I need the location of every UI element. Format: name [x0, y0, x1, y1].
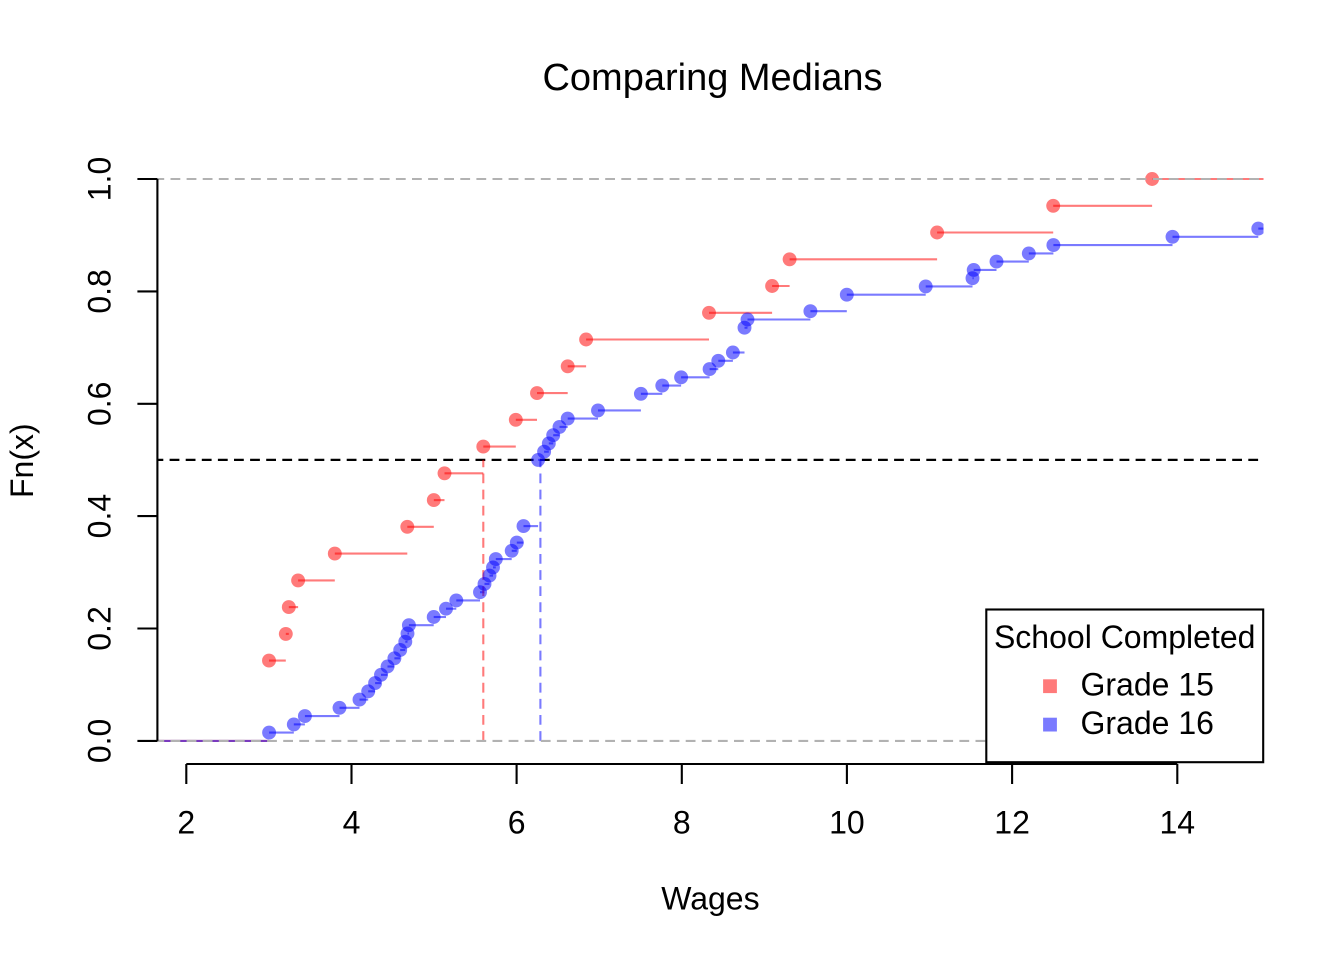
svg-text:4: 4	[343, 805, 361, 841]
svg-text:0.2: 0.2	[81, 606, 117, 650]
svg-text:0.8: 0.8	[81, 269, 117, 313]
svg-text:Grade 16: Grade 16	[1081, 705, 1214, 741]
svg-text:14: 14	[1160, 805, 1196, 841]
svg-text:Grade 15: Grade 15	[1081, 666, 1214, 702]
svg-text:12: 12	[994, 805, 1030, 841]
svg-text:2: 2	[177, 805, 195, 841]
svg-text:School Completed: School Completed	[994, 619, 1255, 655]
svg-text:10: 10	[829, 805, 865, 841]
svg-text:0.0: 0.0	[81, 719, 117, 763]
svg-text:8: 8	[673, 805, 691, 841]
svg-text:Fn(x): Fn(x)	[4, 423, 40, 498]
svg-text:Comparing Medians: Comparing Medians	[542, 57, 882, 99]
svg-text:0.4: 0.4	[81, 494, 117, 538]
svg-text:1.0: 1.0	[81, 157, 117, 201]
svg-text:Wages: Wages	[661, 881, 759, 917]
svg-text:6: 6	[508, 805, 526, 841]
svg-text:0.6: 0.6	[81, 382, 117, 426]
